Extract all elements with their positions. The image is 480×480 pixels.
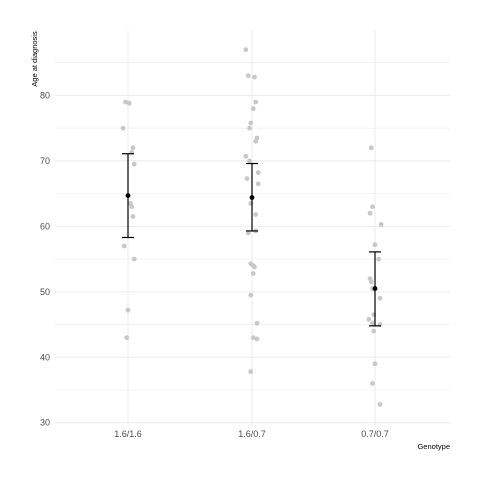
data-point — [124, 335, 130, 341]
data-point — [377, 295, 383, 301]
data-point — [377, 402, 383, 407]
y-tick-label: 50 — [40, 287, 50, 297]
data-point — [372, 242, 378, 248]
data-point — [131, 256, 137, 262]
data-point — [367, 210, 373, 216]
data-point — [254, 320, 260, 326]
y-tick-label: 60 — [40, 221, 50, 231]
data-point — [248, 369, 254, 375]
data-point — [247, 158, 252, 164]
x-axis-title: Genotype — [417, 442, 450, 451]
data-point — [371, 328, 377, 334]
data-point — [253, 212, 259, 217]
data-point — [368, 279, 374, 285]
data-point — [129, 204, 135, 210]
mean-point — [249, 195, 255, 200]
x-tick-labels: 1.6/1.6 1.6/0.7 0.7/0.7 — [114, 429, 389, 439]
data-point — [131, 161, 137, 167]
x-tick-label: 1.6/1.6 — [114, 429, 142, 439]
x-tick-label: 1.6/0.7 — [238, 429, 266, 439]
data-point — [370, 204, 375, 210]
y-tick-labels: 30 40 50 60 70 80 — [40, 90, 50, 427]
data-point — [245, 230, 251, 236]
y-axis-title: Age at diagnosis — [30, 31, 39, 87]
data-point — [248, 120, 254, 126]
data-point — [370, 320, 375, 326]
data-point — [243, 47, 249, 53]
data-point — [368, 145, 374, 151]
data-point — [121, 243, 127, 249]
data-point — [244, 176, 250, 181]
y-tick-label: 80 — [40, 90, 50, 100]
y-tick-label: 70 — [40, 156, 50, 166]
data-point — [253, 138, 259, 144]
y-tick-label: 30 — [40, 418, 50, 428]
data-point — [252, 74, 257, 80]
data-point — [243, 153, 249, 159]
data-point — [250, 106, 256, 111]
data-point — [255, 170, 261, 176]
y-tick-label: 40 — [40, 352, 50, 362]
data-point — [376, 256, 382, 262]
data-point — [248, 292, 254, 298]
summary-intervals — [122, 153, 381, 327]
data-point — [247, 125, 252, 131]
data-point — [253, 99, 259, 105]
data-point — [250, 335, 256, 341]
mean-point — [372, 286, 378, 291]
data-point — [126, 100, 132, 106]
data-point — [125, 307, 131, 313]
data-point — [123, 99, 128, 105]
x-tick-label: 0.7/0.7 — [361, 429, 389, 439]
data-point — [255, 181, 261, 187]
data-point — [254, 336, 260, 342]
data-point — [120, 125, 126, 131]
mean-point — [125, 193, 131, 199]
data-point — [245, 73, 251, 79]
data-point — [378, 222, 384, 227]
data-point — [130, 214, 136, 219]
data-point — [130, 145, 136, 151]
data-point — [372, 361, 378, 367]
data-point — [370, 381, 375, 386]
data-point — [366, 316, 372, 322]
data-point — [252, 264, 257, 270]
data-point — [250, 271, 256, 276]
